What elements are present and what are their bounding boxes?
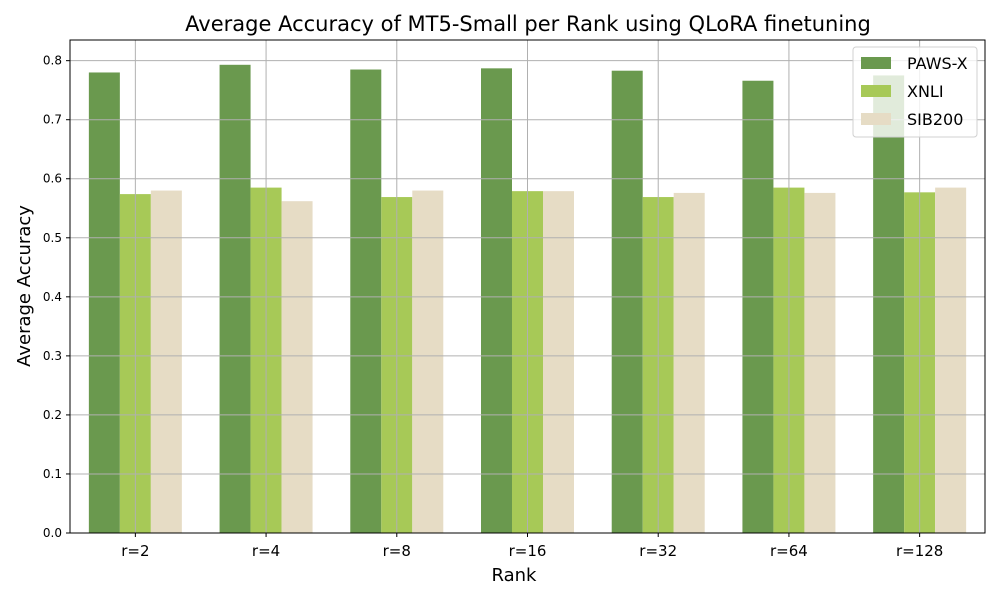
- bar-sib200-r2: [150, 190, 182, 533]
- bar-sib200-r16: [543, 191, 574, 533]
- legend-label: XNLI: [907, 82, 944, 101]
- legend-label: SIB200: [907, 110, 963, 129]
- bar-paws-x-r16: [481, 68, 512, 533]
- bar-paws-x-r8: [350, 69, 382, 533]
- x-tick-label: r=4: [252, 542, 280, 560]
- x-tick-label: r=16: [509, 542, 547, 560]
- legend-swatch-sib200: [861, 113, 891, 125]
- bar-paws-x-r2: [88, 72, 120, 533]
- chart-title: Average Accuracy of MT5-Small per Rank u…: [185, 12, 871, 36]
- bar-paws-x-r128: [873, 75, 905, 534]
- legend-label: PAWS-X: [907, 54, 968, 73]
- bar-paws-x-r32: [611, 70, 643, 534]
- legend-swatch-xnli: [861, 85, 891, 97]
- y-tick-label: 0.8: [43, 54, 62, 68]
- y-axis-label: Average Accuracy: [14, 205, 35, 367]
- gridlines: [70, 40, 985, 534]
- bar-paws-x-r64: [742, 80, 774, 533]
- y-tick-label: 0.5: [43, 231, 62, 245]
- x-tick-label: r=128: [896, 542, 943, 560]
- legend-swatch-paws-x: [861, 57, 891, 69]
- y-tick-label: 0.3: [43, 349, 62, 363]
- x-tick-label: r=64: [770, 542, 808, 560]
- y-tick-labels: 0.0 0.1 0.2 0.3 0.4 0.5 0.6 0.7 0.8: [43, 54, 70, 540]
- x-tick-label: r=32: [639, 542, 677, 560]
- y-tick-label: 0.0: [43, 526, 62, 540]
- bar-paws-x-r4: [219, 64, 251, 533]
- bar-sib200-r128: [935, 187, 967, 533]
- y-tick-label: 0.1: [43, 467, 62, 481]
- legend: PAWS-X XNLI SIB200: [852, 46, 978, 138]
- bar-sib200-r64: [804, 192, 836, 533]
- x-tick-label: r=2: [121, 542, 149, 560]
- x-tick-labels: r=2 r=4 r=8 r=16 r=32 r=64 r=128: [121, 533, 943, 560]
- bar-sib200-r8: [412, 190, 444, 533]
- y-tick-label: 0.4: [43, 290, 62, 304]
- bar-sib200-r32: [673, 192, 705, 533]
- x-axis-label: Rank: [492, 565, 538, 586]
- bar-sib200-r4: [281, 201, 313, 533]
- x-tick-label: r=8: [383, 542, 411, 560]
- y-tick-label: 0.2: [43, 408, 62, 422]
- y-tick-label: 0.7: [43, 113, 62, 127]
- y-tick-label: 0.6: [43, 172, 62, 186]
